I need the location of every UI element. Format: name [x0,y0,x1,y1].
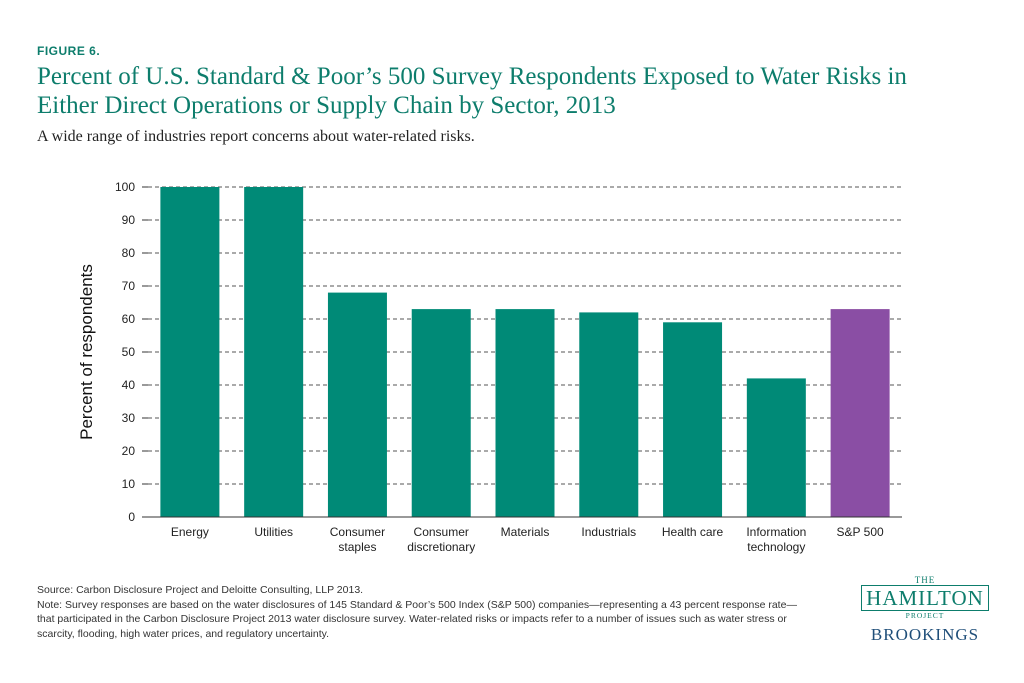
bar [244,187,304,517]
y-tick-label: 40 [122,378,136,392]
y-tick-label: 10 [122,477,136,491]
x-tick-label: technology [747,540,805,554]
figure-label: FIGURE 6. [37,44,101,58]
x-tick-label: discretionary [407,540,475,554]
y-tick-label: 30 [122,411,136,425]
x-tick-label: Consumer [414,525,469,539]
bar [495,309,555,517]
bar [327,292,387,517]
bar [746,378,806,517]
logo-hamilton: HAMILTON [861,585,989,611]
source-note: Source: Carbon Disclosure Project and De… [37,584,364,596]
y-tick-label: 90 [122,213,136,227]
bar [411,309,471,517]
x-tick-label: Energy [171,525,209,539]
x-tick-label: Materials [501,525,550,539]
chart-title-line-1: Percent of U.S. Standard & Poor’s 500 Su… [37,63,907,90]
x-tick-label: Utilities [254,525,293,539]
y-tick-label: 80 [122,246,136,260]
bars [160,187,890,517]
y-tick-label: 0 [128,510,135,524]
bar [160,187,220,517]
logo-project: PROJECT [905,611,945,620]
y-tick-label: 60 [122,312,136,326]
y-tick-label: 70 [122,279,136,293]
x-tick-label: staples [338,540,376,554]
chart-title: Percent of U.S. Standard & Poor’s 500 Su… [37,62,997,120]
x-axis-labels: Energy Utilities ConsumerstaplesConsumerdi… [171,525,884,554]
hamilton-brookings-logo: THE HAMILTON PROJECT BROOKINGS [855,575,995,645]
chart-title-line-2: Either Direct Operations or Supply Chain… [37,92,616,119]
chart-subtitle: A wide range of industries report concer… [37,128,475,145]
bar-chart: 0 10 20 30 40 50 60 70 80 90 100 Energy Utilities Co… [77,180,902,554]
y-tick-label: 100 [115,180,135,194]
footer-notes: Source: Carbon Disclosure Project and De… [37,583,807,641]
bar [579,312,639,517]
y-axis-label: Percent of respondents [77,264,96,440]
bar [663,322,723,517]
y-tick-label: 50 [122,345,136,359]
logo-brookings: BROOKINGS [870,625,980,644]
x-tick-label: S&P 500 [837,525,884,539]
y-axis-ticks: 0 10 20 30 40 50 60 70 80 90 100 [115,180,148,524]
logo-the: THE [914,575,936,585]
x-tick-label: Industrials [581,525,636,539]
note-text: Note: Survey responses are based on the … [37,598,797,640]
x-tick-label: Information [746,525,806,539]
y-tick-label: 20 [122,444,136,458]
x-tick-label: Health care [662,525,724,539]
bar [830,309,890,517]
x-tick-label: Consumer [330,525,385,539]
